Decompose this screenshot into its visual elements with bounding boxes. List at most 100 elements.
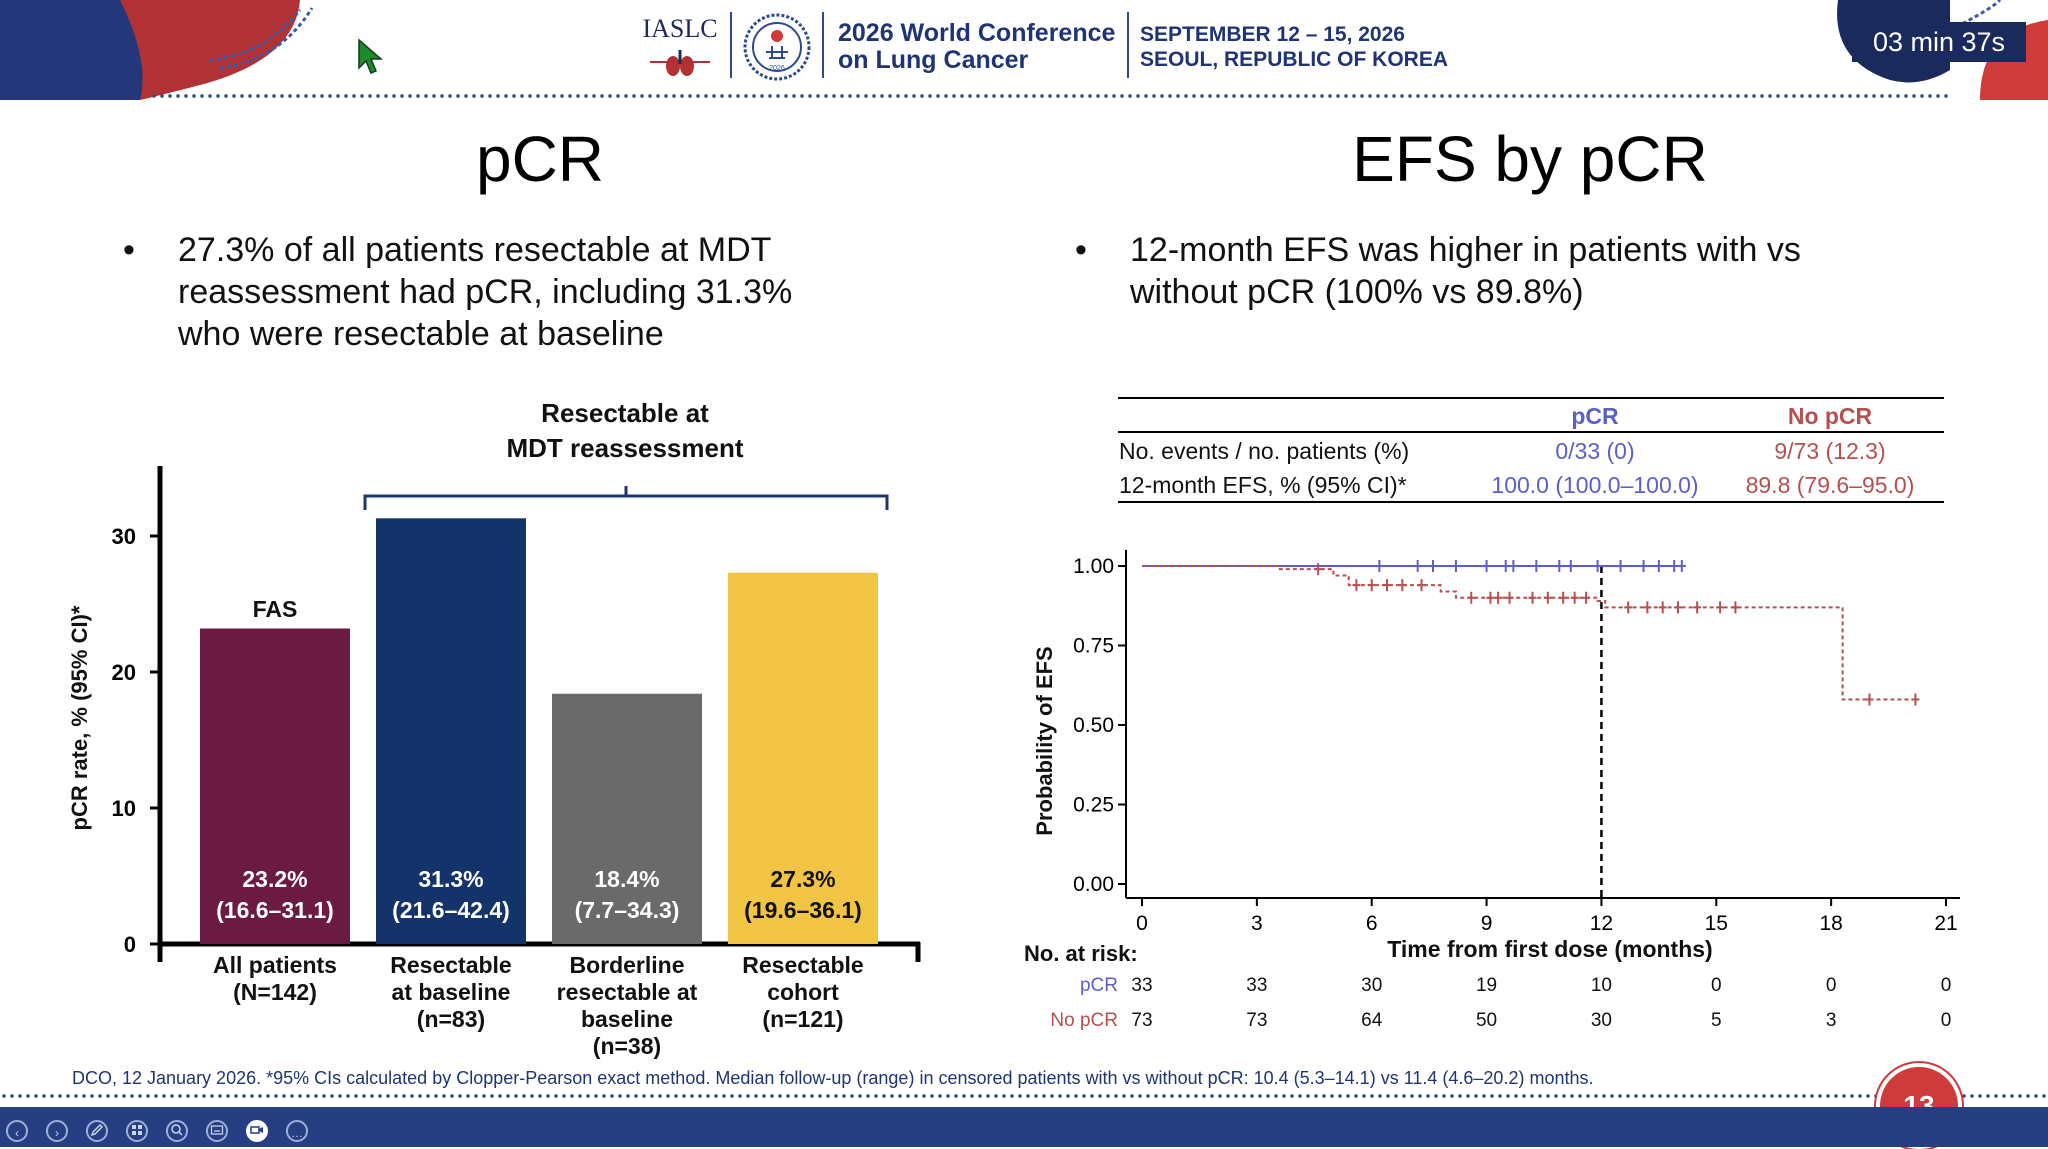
header-dotted-rule — [150, 93, 1950, 99]
risk-count-nopcr: 50 — [1475, 1010, 1498, 1031]
km-ylabel: Probability of EFS — [1032, 646, 1057, 836]
risk-count-pcr: 19 — [1475, 975, 1498, 996]
conference-seal-logo: 2026 — [743, 13, 811, 81]
km-censor-mark-nopcr — [1528, 591, 1537, 604]
bar-value: 27.3% — [770, 866, 836, 892]
subtitles-button[interactable] — [206, 1120, 228, 1142]
conference-title-line2: on Lung Cancer — [838, 46, 1029, 74]
left-bullet-line2: reassessment had pCR, including 31.3% — [178, 273, 793, 311]
conference-date: SEPTEMBER 12 – 15, 2026 — [1140, 23, 1405, 46]
iaslc-logo: IASLC — [640, 14, 720, 80]
header-divider — [1127, 12, 1129, 78]
table-row1-pcr: 0/33 (0) — [1555, 438, 1635, 464]
left-panel-bullet: • 27.3% of all patients resectable at MD… — [123, 229, 898, 355]
conference-title-line1: 2026 World Conference — [838, 19, 1116, 47]
efs-km-plot: 0.00 0.25 0.50 0.75 1.00 0 3 6 9 12 15 18 21 — [1073, 550, 1960, 935]
next-slide-button[interactable]: › — [46, 1120, 68, 1142]
bar-chart-ylabel: pCR rate, % (95% CI)* — [67, 605, 92, 831]
table-row1-nopcr: 9/73 (12.3) — [1774, 438, 1886, 464]
km-censor-mark-pcr — [1375, 560, 1384, 572]
km-censor-mark-pcr — [1555, 560, 1564, 572]
footer-dotted-rule — [0, 1093, 2048, 1099]
km-censor-mark-pcr — [1451, 560, 1460, 572]
table-header-pcr: pCR — [1571, 403, 1619, 429]
km-censor-mark-pcr — [1509, 560, 1518, 572]
fas-label: FAS — [252, 596, 298, 622]
bar-1 — [200, 628, 350, 944]
category-label-line: All patients — [213, 952, 337, 978]
km-censor-mark-nopcr — [1570, 591, 1579, 604]
bar-y-tick-label: 10 — [112, 796, 136, 821]
left-bullet-line1: 27.3% of all patients resectable at MDT — [178, 231, 772, 269]
bar-ci: (19.6–36.1) — [744, 897, 862, 923]
km-x-tick-label: 21 — [1934, 912, 1957, 935]
bar-ci: (21.6–42.4) — [392, 897, 510, 923]
km-censor-mark-pcr — [1593, 560, 1602, 572]
more-options-button[interactable]: … — [286, 1120, 308, 1142]
km-censor-mark-nopcr — [1911, 693, 1920, 706]
bracket-label: Resectable at MDT reassessment — [480, 396, 770, 466]
table-row2-label: 12-month EFS, % (95% CI)* — [1119, 472, 1407, 498]
km-y-tick-label: 0.75 — [1073, 635, 1114, 658]
km-censor-mark-nopcr — [1314, 563, 1323, 576]
km-x-tick-label: 3 — [1251, 912, 1263, 935]
km-censor-mark-pcr — [1670, 560, 1679, 572]
km-censor-mark-nopcr — [1398, 579, 1407, 592]
risk-count-pcr: 0 — [1825, 975, 1837, 996]
km-censor-mark-nopcr — [1367, 579, 1376, 592]
km-censor-mark-nopcr — [1693, 601, 1702, 614]
video-camera-icon — [250, 1126, 263, 1134]
conference-location: SEOUL, REPUBLIC OF KOREA — [1140, 48, 1449, 71]
bar-4 — [728, 572, 878, 944]
pen-tool-button[interactable] — [86, 1120, 108, 1142]
bar-value: 31.3% — [418, 866, 484, 892]
category-label-line: baseline — [580, 1006, 674, 1032]
bar-y-tick-label: 30 — [112, 524, 136, 549]
category-label-line: Resectable — [742, 952, 864, 978]
km-censor-mark-nopcr — [1505, 591, 1514, 604]
risk-count-nopcr: 64 — [1361, 1010, 1383, 1031]
km-censor-mark-nopcr — [1383, 579, 1392, 592]
bar-value: 23.2% — [242, 866, 308, 892]
risk-count-pcr: 0 — [1710, 975, 1722, 996]
left-panel-title: pCR — [475, 123, 605, 195]
bar-ci: (16.6–31.1) — [216, 897, 334, 923]
km-censor-mark-nopcr — [1543, 591, 1552, 604]
zoom-button[interactable] — [166, 1120, 188, 1142]
category-label-line: cohort — [767, 979, 839, 1005]
km-x-tick-label: 15 — [1705, 912, 1728, 935]
category-label-line: Borderline — [569, 952, 685, 978]
km-censor-mark-nopcr — [1559, 591, 1568, 604]
table-top-rule — [1118, 397, 1944, 399]
km-censor-mark-pcr — [1501, 560, 1510, 572]
header-corner-art-left — [0, 0, 314, 100]
conference-date-location: SEPTEMBER 12 – 15, 2026 SEOUL, REPUBLIC … — [1140, 22, 1448, 72]
km-censor-mark-nopcr — [1865, 693, 1874, 706]
km-censor-mark-nopcr — [1582, 591, 1591, 604]
category-label-line: (N=142) — [233, 979, 317, 1005]
header-divider — [730, 12, 732, 78]
risk-count-pcr: 0 — [1940, 975, 1952, 996]
camera-button[interactable] — [246, 1120, 268, 1142]
mouse-cursor-icon — [358, 38, 383, 74]
km-censor-mark-pcr — [1482, 560, 1491, 572]
km-censor-mark-nopcr — [1417, 579, 1426, 592]
bar-value-label: 18.4% (7.7–34.3) — [552, 864, 702, 926]
km-censor-mark-pcr — [1616, 560, 1625, 572]
slides-overview-button[interactable] — [126, 1120, 148, 1142]
bar-value-label: 31.3% (21.6–42.4) — [376, 864, 526, 926]
previous-slide-button[interactable]: ‹ — [6, 1120, 28, 1142]
subtitles-icon — [210, 1125, 224, 1135]
bar-ci: (7.7–34.3) — [574, 897, 680, 923]
km-censor-mark-pcr — [1532, 560, 1541, 572]
bracket-label-line1: Resectable at — [541, 398, 709, 428]
km-censor-mark-nopcr — [1494, 591, 1503, 604]
km-censor-mark-nopcr — [1643, 601, 1652, 614]
km-censor-mark-nopcr — [1467, 591, 1476, 604]
category-label-line: at baseline — [391, 979, 511, 1005]
km-censor-mark-pcr — [1639, 560, 1648, 572]
slide-footnote: DCO, 12 January 2026. *95% CIs calculate… — [72, 1068, 1594, 1088]
km-censor-mark-nopcr — [1731, 601, 1740, 614]
presentation-toolbar — [0, 1107, 2048, 1147]
category-label-line: (n=121) — [762, 1006, 844, 1032]
